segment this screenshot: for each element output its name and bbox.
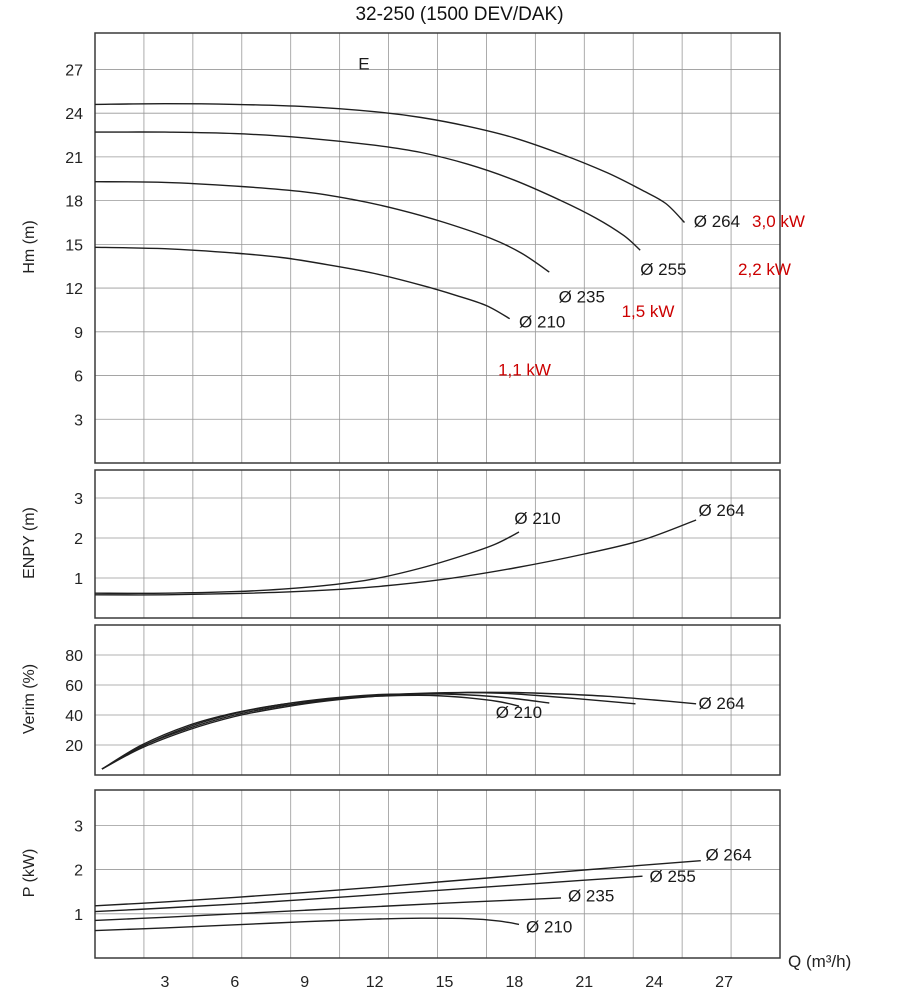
- annotation: Ø 235: [568, 886, 614, 905]
- y-tick-label: 3: [74, 818, 83, 835]
- annotation: 1,5 kW: [622, 302, 675, 321]
- curve-210: [94, 917, 520, 932]
- annotation: Ø 264: [705, 846, 751, 865]
- y-tick-label: 20: [65, 738, 83, 755]
- annotation: Ø 255: [640, 260, 686, 279]
- curve-264: [94, 519, 697, 596]
- curve-264: [94, 102, 686, 223]
- y-tick-label: 6: [74, 369, 83, 386]
- chart-title: 32-250 (1500 DEV/DAK): [355, 4, 564, 25]
- y-tick-label: 60: [65, 678, 83, 695]
- y-tick-label: 27: [65, 62, 83, 79]
- y-tick-label: 1: [74, 907, 83, 924]
- x-tick-label: 9: [300, 974, 309, 991]
- x-tick-label: 12: [366, 974, 384, 991]
- annotation: Ø 264: [698, 694, 744, 713]
- annotation: E: [358, 54, 369, 73]
- y-tick-label: 80: [65, 648, 83, 665]
- y-tick-label: 40: [65, 708, 83, 725]
- annotation: Ø 264: [694, 212, 740, 231]
- y-tick-label: 2: [74, 531, 83, 548]
- curve-255: [101, 691, 636, 770]
- npsh-chart: 1 2 3 Ø 210 Ø 264: [74, 469, 781, 619]
- annotation: 2,2 kW: [738, 260, 791, 279]
- y-tick-label: 3: [74, 491, 83, 508]
- x-tick-label: 24: [645, 974, 663, 991]
- y-tick-label: 15: [65, 237, 83, 254]
- x-tick-label: 27: [715, 974, 733, 991]
- y-tick-label: 3: [74, 412, 83, 429]
- curve-210: [94, 246, 511, 320]
- annotation: Ø 210: [514, 509, 560, 528]
- curve-210: [101, 694, 520, 770]
- annotation: 1,1 kW: [498, 361, 551, 380]
- curve-255: [94, 131, 641, 251]
- head-chart: 3 6 9 12 15 18 21 24 27 E Ø 264 3,0 kW Ø 255 2,2 kW Ø …: [65, 32, 805, 464]
- curve-264: [101, 691, 697, 770]
- annotation: Ø 255: [650, 867, 696, 886]
- curve-210: [94, 531, 520, 595]
- y-tick-label: 1: [74, 571, 83, 588]
- x-tick-label: 3: [160, 974, 169, 991]
- x-tick-label: 18: [505, 974, 523, 991]
- x-tick-label: 21: [575, 974, 593, 991]
- curve-255: [94, 875, 643, 913]
- x-axis-label: Q (m³/h): [788, 952, 852, 971]
- x-tick-label: 15: [436, 974, 454, 991]
- annotation: Ø 235: [559, 288, 605, 307]
- curve-264: [94, 860, 701, 907]
- curve-235: [94, 181, 550, 273]
- annotation: Ø 210: [526, 917, 572, 936]
- y-tick-label: 12: [65, 281, 83, 298]
- curve-235: [101, 693, 550, 770]
- annotation: 3,0 kW: [752, 212, 805, 231]
- y-tick-label: 18: [65, 194, 83, 211]
- annotation: Ø 264: [698, 501, 744, 520]
- efficiency-chart: 20 40 60 80 Ø 210 Ø 264: [65, 624, 781, 776]
- y-tick-label: 9: [74, 325, 83, 342]
- x-tick-label: 6: [230, 974, 239, 991]
- annotation: Ø 210: [519, 312, 565, 331]
- y-tick-label: 2: [74, 863, 83, 880]
- curve-235: [94, 897, 562, 922]
- y-tick-label: 24: [65, 106, 83, 123]
- annotation: Ø 210: [496, 703, 542, 722]
- y-tick-label: 21: [65, 150, 83, 167]
